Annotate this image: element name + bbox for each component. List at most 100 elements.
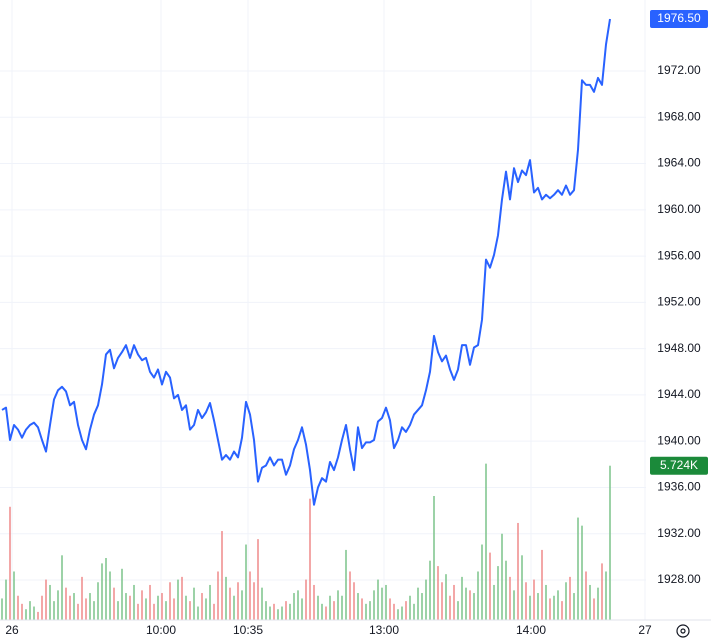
volume-badge bbox=[650, 456, 708, 475]
volume-bar bbox=[345, 549, 347, 620]
x-tick-label: 10:35 bbox=[233, 623, 263, 637]
volume-bar bbox=[361, 598, 363, 620]
volume-bar bbox=[101, 563, 103, 620]
volume-bar bbox=[545, 584, 547, 620]
volume-bar bbox=[449, 595, 451, 620]
y-tick-label: 1940.00 bbox=[657, 433, 701, 447]
y-tick-label: 1972.00 bbox=[657, 63, 701, 77]
volume-bar bbox=[249, 571, 251, 620]
volume-bar bbox=[161, 593, 163, 620]
volume-bar bbox=[229, 587, 231, 620]
volume-bar bbox=[309, 498, 311, 620]
volume-bar bbox=[445, 574, 447, 620]
volume-bar bbox=[505, 560, 507, 620]
volume-bar bbox=[45, 579, 47, 620]
volume-bar bbox=[497, 566, 499, 620]
volume-bar bbox=[301, 598, 303, 620]
volume-bar bbox=[9, 506, 11, 620]
volume-bar bbox=[197, 606, 199, 620]
y-tick-label: 1968.00 bbox=[657, 109, 701, 123]
volume-bar bbox=[17, 595, 19, 620]
price-badge bbox=[650, 9, 708, 28]
x-tick-label: 14:00 bbox=[516, 623, 546, 637]
volume-bar bbox=[53, 601, 55, 620]
volume-bar bbox=[509, 576, 511, 620]
volume-bar bbox=[441, 582, 443, 620]
volume-bar bbox=[437, 566, 439, 620]
volume-bar bbox=[129, 595, 131, 620]
volume-bar bbox=[457, 601, 459, 620]
volume-bar bbox=[537, 593, 539, 620]
volume-bar bbox=[425, 579, 427, 620]
settings-icon[interactable] bbox=[676, 624, 690, 638]
grid bbox=[0, 0, 646, 620]
volume-bar bbox=[557, 590, 559, 620]
volume-bar bbox=[329, 595, 331, 620]
volume-bar bbox=[297, 590, 299, 620]
volume-bar bbox=[489, 552, 491, 620]
volume-bar bbox=[233, 595, 235, 620]
volume-bar bbox=[605, 571, 607, 620]
volume-bar bbox=[133, 584, 135, 620]
volume-bar bbox=[181, 576, 183, 620]
volume-bar bbox=[165, 601, 167, 620]
volume-bar bbox=[365, 603, 367, 620]
volume-bar bbox=[213, 603, 215, 620]
volume-bar bbox=[529, 595, 531, 620]
volume-bar bbox=[85, 598, 87, 620]
volume-bar bbox=[217, 571, 219, 620]
volume-bar bbox=[205, 598, 207, 620]
volume-bar bbox=[585, 571, 587, 620]
volume-bar bbox=[121, 568, 123, 620]
volume-bar bbox=[317, 595, 319, 620]
volume-bar bbox=[73, 593, 75, 620]
y-tick-label: 1928.00 bbox=[657, 572, 701, 586]
volume-bar bbox=[93, 601, 95, 620]
volume-bar bbox=[153, 603, 155, 620]
volume-bar bbox=[341, 595, 343, 620]
volume-bar bbox=[221, 531, 223, 620]
volume-bar bbox=[13, 571, 15, 620]
volume-bar bbox=[77, 603, 79, 620]
volume-bar bbox=[261, 587, 263, 620]
volume-bar bbox=[189, 601, 191, 620]
x-tick-label: 10:00 bbox=[146, 623, 176, 637]
settings-icon-core[interactable] bbox=[680, 628, 686, 634]
volume bbox=[1, 463, 611, 620]
volume-bar bbox=[289, 603, 291, 620]
volume-bar bbox=[37, 611, 39, 620]
volume-bar bbox=[325, 606, 327, 620]
volume-bar bbox=[117, 601, 119, 620]
volume-bar bbox=[429, 560, 431, 620]
volume-bar bbox=[385, 584, 387, 620]
x-tick-label: 26 bbox=[5, 623, 19, 637]
volume-bar bbox=[465, 587, 467, 620]
volume-bar bbox=[469, 590, 471, 620]
volume-bar bbox=[353, 582, 355, 620]
volume-bar bbox=[569, 576, 571, 620]
volume-bar bbox=[369, 601, 371, 620]
volume-bar bbox=[381, 587, 383, 620]
volume-bar bbox=[25, 609, 27, 620]
settings-icon-ring[interactable] bbox=[676, 624, 690, 638]
volume-bar bbox=[65, 587, 67, 620]
volume-bar bbox=[597, 587, 599, 620]
volume-bar bbox=[565, 582, 567, 620]
volume-bar bbox=[337, 590, 339, 620]
volume-bar bbox=[201, 593, 203, 620]
price-line bbox=[1, 18, 611, 506]
volume-bar bbox=[573, 593, 575, 620]
x-tick-label: 13:00 bbox=[369, 623, 399, 637]
price-badge-label: 1976.50 bbox=[657, 11, 701, 25]
y-tick-label: 1948.00 bbox=[657, 341, 701, 355]
volume-bar bbox=[493, 584, 495, 620]
volume-bar bbox=[389, 598, 391, 620]
volume-bar bbox=[417, 587, 419, 620]
volume-bar bbox=[125, 593, 127, 620]
volume-bar bbox=[169, 582, 171, 620]
volume-bar bbox=[109, 571, 111, 620]
volume-bar bbox=[157, 595, 159, 620]
volume-bar bbox=[525, 582, 527, 620]
volume-bar bbox=[293, 593, 295, 620]
